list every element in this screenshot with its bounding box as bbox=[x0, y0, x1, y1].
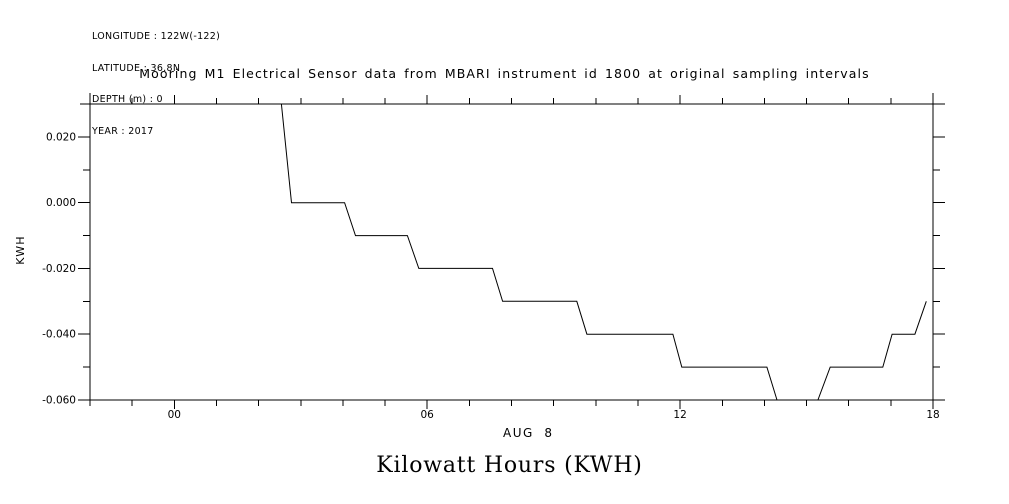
y-axis-tick-label: 0.000 bbox=[46, 197, 76, 209]
metadata-block: LONGITUDE : 122W(-122) LATITUDE : 36.8N … bbox=[92, 11, 220, 158]
metadata-latitude: LATITUDE : 36.8N bbox=[92, 62, 181, 74]
y-axis-tick-label: -0.060 bbox=[42, 395, 76, 407]
x-axis-tick-label: 00 bbox=[168, 409, 181, 421]
x-axis-tick-label: 18 bbox=[926, 409, 939, 421]
y-axis-label: KWH bbox=[13, 235, 27, 265]
y-axis-tick-label: -0.020 bbox=[42, 263, 76, 275]
data-line bbox=[280, 103, 927, 401]
x-axis-tick-label: 06 bbox=[421, 409, 435, 421]
metadata-year: YEAR : 2017 bbox=[92, 125, 154, 137]
chart-title: Mooring M1 Electrical Sensor data from M… bbox=[139, 66, 870, 81]
metadata-longitude: LONGITUDE : 122W(-122) bbox=[92, 31, 221, 42]
metadata-depth: DEPTH (m) : 0 bbox=[92, 94, 163, 105]
figure-caption: Kilowatt Hours (KWH) bbox=[376, 453, 643, 478]
x-axis-date-label: AUG 8 bbox=[503, 426, 554, 440]
y-axis-tick-label: -0.040 bbox=[42, 329, 76, 341]
x-axis-tick-label: 12 bbox=[673, 409, 686, 421]
y-axis-tick-label: 0.020 bbox=[46, 131, 76, 143]
